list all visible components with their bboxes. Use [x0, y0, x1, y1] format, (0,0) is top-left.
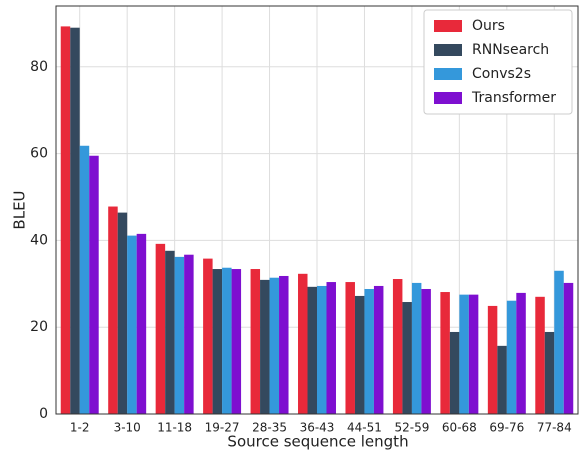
bar: [60, 26, 71, 415]
bar: [563, 282, 574, 414]
bar: [174, 256, 185, 414]
plot-frame: [55, 5, 579, 415]
bar: [468, 294, 479, 414]
x-tick-label: 60-68: [442, 421, 477, 435]
bar: [117, 212, 128, 414]
x-axis-label: Source sequence length: [227, 433, 408, 451]
bar: [364, 288, 374, 414]
bar: [79, 145, 90, 414]
bar: [212, 269, 223, 414]
x-tick-label: 52-59: [394, 421, 429, 435]
legend-swatch: [434, 20, 462, 32]
y-tick-label: 20: [30, 319, 48, 335]
bar: [250, 269, 261, 414]
legend-label: RNNsearch: [472, 42, 549, 58]
bar: [136, 233, 147, 414]
bar: [402, 302, 412, 414]
bar: [487, 305, 498, 414]
bar: [535, 296, 545, 414]
legend-box: [423, 9, 573, 115]
bar: [345, 282, 355, 414]
legend-label: Transformer: [471, 90, 556, 106]
bar: [373, 285, 384, 414]
bar: [70, 27, 80, 415]
bar: [184, 254, 194, 414]
bar: [127, 235, 137, 414]
bar: [307, 286, 317, 414]
y-tick-label: 0: [39, 406, 48, 422]
y-tick-label: 80: [30, 59, 48, 75]
bar: [354, 295, 365, 414]
bar: [269, 277, 280, 414]
bar: [392, 279, 403, 414]
bar: [554, 270, 564, 414]
x-tick-label: 11-18: [157, 421, 192, 435]
x-tick-label: 19-27: [205, 421, 240, 435]
bar: [279, 275, 289, 414]
bar: [89, 155, 99, 414]
y-tick-label: 40: [30, 232, 48, 248]
bar: [231, 269, 242, 414]
bar: [317, 285, 327, 414]
bar: [506, 300, 517, 414]
legend-swatch: [434, 44, 462, 56]
x-tick-label: 28-35: [252, 421, 287, 435]
bar: [298, 273, 308, 414]
bar: [260, 279, 270, 414]
bar: [203, 258, 213, 414]
bar: [421, 288, 431, 414]
legend-swatch: [434, 68, 462, 80]
bar: [155, 243, 166, 414]
legend-swatch: [434, 92, 462, 104]
bar: [497, 345, 507, 414]
bar: [411, 282, 422, 414]
bar: [516, 292, 526, 414]
bar: [449, 331, 460, 414]
x-tick-label: 36-43: [300, 421, 335, 435]
y-axis-label: BLEU: [11, 190, 29, 229]
bar: [326, 282, 336, 414]
bar: [544, 331, 555, 414]
bar: [222, 267, 232, 414]
x-tick-label: 44-51: [347, 421, 382, 435]
legend-label: Ours: [472, 18, 505, 34]
legend: Ours RNNsearch Convs2s Transformer: [423, 9, 573, 115]
x-tick-label: 3-10: [114, 421, 141, 435]
bar: [165, 250, 175, 414]
bar: [108, 206, 118, 414]
bar: [459, 294, 469, 414]
x-tick-label: 69-76: [489, 421, 524, 435]
bar: [440, 292, 450, 414]
x-tick-label: 1-2: [70, 421, 90, 435]
legend-label: Convs2s: [472, 66, 531, 82]
y-tick-label: 60: [30, 146, 48, 162]
x-tick-label: 77-84: [537, 421, 572, 435]
